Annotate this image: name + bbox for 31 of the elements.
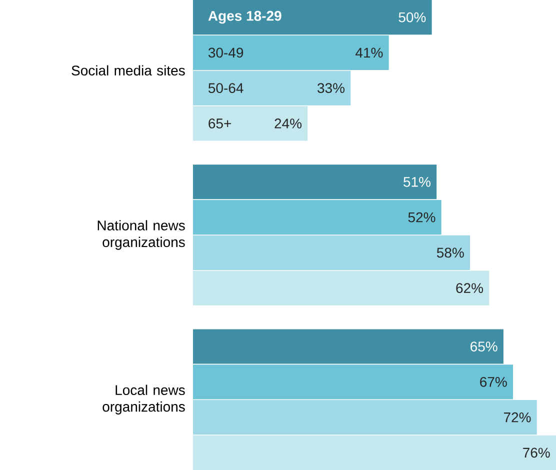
bar bbox=[193, 164, 437, 200]
data-label: 41% bbox=[356, 48, 383, 58]
bar bbox=[193, 364, 514, 400]
series-label: Ages 18-29 bbox=[208, 10, 282, 24]
data-label: 76% bbox=[523, 448, 550, 458]
bar bbox=[193, 435, 556, 470]
y-tick-label: Local news organizations bbox=[102, 384, 185, 414]
series-label: 65+ bbox=[208, 118, 231, 128]
data-label: 24% bbox=[274, 118, 302, 128]
data-label: 62% bbox=[456, 283, 484, 294]
bar bbox=[193, 329, 504, 364]
data-label: 58% bbox=[436, 248, 464, 258]
y-tick-label: Social media sites bbox=[72, 65, 185, 76]
bar bbox=[193, 35, 389, 70]
bar bbox=[193, 400, 537, 435]
data-label: 67% bbox=[480, 376, 507, 387]
bar bbox=[193, 235, 470, 270]
bar bbox=[193, 270, 490, 306]
data-label: 51% bbox=[404, 176, 430, 187]
data-label: 52% bbox=[408, 212, 436, 222]
data-label: 33% bbox=[318, 83, 344, 94]
data-label: 65% bbox=[470, 342, 498, 352]
bar bbox=[193, 200, 442, 235]
data-label: 50% bbox=[398, 12, 426, 22]
series-label: 50-64 bbox=[208, 83, 244, 94]
bar bbox=[193, 106, 308, 141]
data-label: 72% bbox=[504, 412, 531, 422]
y-tick-label: National news organizations bbox=[98, 220, 185, 250]
bar bbox=[193, 0, 432, 35]
series-label: 30-49 bbox=[208, 48, 244, 58]
bar bbox=[193, 70, 351, 106]
